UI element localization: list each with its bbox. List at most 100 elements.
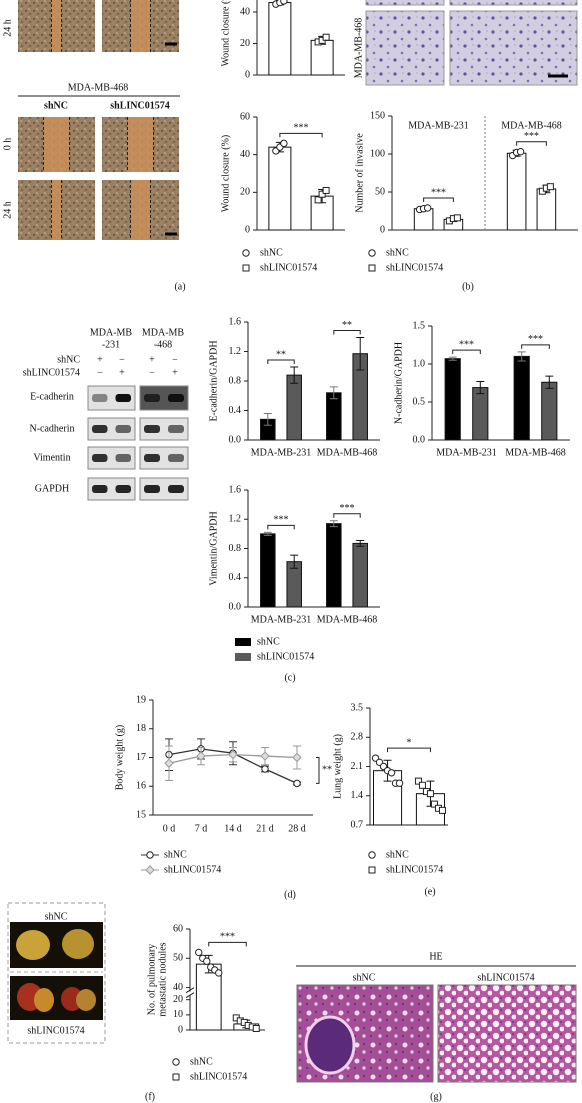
error-bar [356,539,365,547]
panel-label: (d) [284,889,296,900]
blot-strip [87,446,136,470]
significance-bracket [333,513,361,518]
category-label: MDA-MB-231 [436,447,497,458]
point [164,758,174,768]
row-label: 0 h [2,138,13,151]
y-tick-label: 1.2 [229,346,242,357]
photo-label: shLINC01574 [27,1025,84,1036]
significance-bracket [423,197,454,202]
bar [326,392,342,441]
blot-row-label: Vimentin [33,452,70,463]
significance-label: *** [431,187,446,198]
column-label: shNC [44,100,68,111]
panel-label: (g) [430,1091,442,1102]
error-bar [263,531,272,536]
blot-row-label: N-cadherin [30,423,75,434]
legend-label: shLINC01574 [164,864,221,875]
error-bar [448,356,457,361]
he-image [437,984,577,1083]
y-tick-label: 1.5 [413,320,426,331]
legend-label: shNC [164,849,187,860]
y-tick-label: 2.8 [351,732,364,743]
row-label: 24 h [2,201,13,219]
blot-column-label: -468 [154,339,172,350]
condition-sign: − [97,367,103,378]
significance-bracket [279,132,323,138]
y-axis-label: Lung weight (g) [332,734,343,799]
legend-swatch [235,653,251,661]
significance-label: * [407,737,412,748]
point [322,33,330,41]
point [292,752,302,763]
y-tick-label: 1.0 [413,358,426,369]
legend-label: shLINC01574 [386,262,443,273]
x-tick-label: 7 d [195,823,208,834]
y-tick-label: 60 [173,923,183,934]
point [368,866,376,874]
blot-band [115,485,131,493]
significance-label: ** [342,320,352,331]
x-tick-label: 21 d [256,823,274,834]
point [453,214,461,222]
blot-band [144,485,160,493]
category-label: MDA-MB-468 [317,447,378,458]
significance-label: *** [524,131,539,142]
point [418,781,426,789]
point [252,1024,260,1032]
condition-sign: + [149,354,155,365]
x-tick-label: 28 d [288,823,306,834]
y-tick-label: 1.2 [229,514,242,525]
y-axis-label: Vimentin/GAPDH [208,511,219,585]
significance-bracket [516,141,547,146]
column-label: shLINC01574 [477,972,534,983]
legend-label: shLINC01574 [386,864,443,875]
scratch-area [43,117,70,172]
point [322,186,330,194]
point [195,948,203,957]
error-bar [517,351,526,362]
y-tick-label: 1.6 [229,316,242,327]
significance-bracket [521,344,550,349]
photo-label: shNC [45,911,68,922]
condition-sign: − [172,354,178,365]
error-bar [545,375,554,389]
y-tick-label: 15 [136,809,146,820]
point [426,790,434,798]
cell-line-label: MDA-MB-468 [68,82,129,93]
y-tick-label: 40 [240,149,250,160]
blot-strip [139,417,189,441]
point [145,865,155,875]
lung [62,929,94,959]
y-tick-label: 0.0 [229,434,242,445]
point [293,779,301,788]
panel-label: (b) [462,281,474,292]
blot-band [92,485,108,493]
y-tick-label: 100 [370,148,385,159]
bar [310,39,334,76]
blot-strip [87,417,136,441]
y-tick-label: 2.1 [351,761,364,772]
point [242,249,250,257]
panel-label: (e) [424,886,435,897]
y-tick-label: 0.0 [413,434,426,445]
point [215,969,223,977]
blot-strip [139,446,189,470]
invasion-image [449,0,578,6]
point [395,779,404,787]
x-tick-label: 14 d [224,823,242,834]
error-bar [476,380,485,395]
point [387,769,396,777]
lung [16,930,50,960]
blot-strip [139,477,189,501]
point [172,1073,180,1081]
y-tick-label: 0 [245,224,250,235]
y-axis-label: N-cadherin/GAPDH [393,342,404,424]
bar [352,542,368,608]
blot-band [168,454,184,462]
condition-label: shNC [57,354,80,365]
y-tick-label: 0.7 [351,819,364,830]
point [438,806,446,814]
bronchus [304,1015,356,1075]
category-label: MDA-MB-231 [251,447,312,458]
significance-label: *** [294,123,309,134]
